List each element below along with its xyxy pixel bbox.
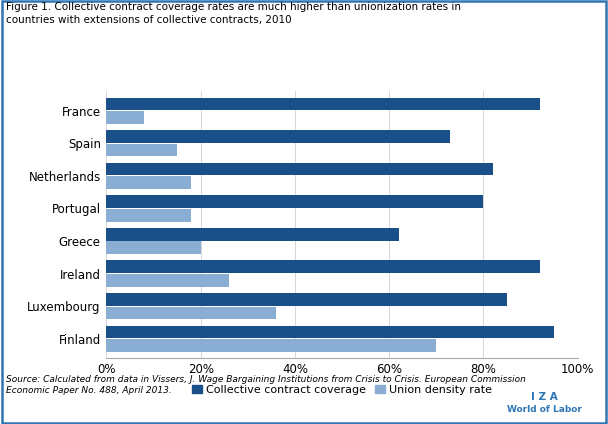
Text: Figure 1. Collective contract coverage rates are much higher than unionization r: Figure 1. Collective contract coverage r…	[6, 2, 461, 12]
Text: I Z A: I Z A	[531, 392, 558, 402]
Text: countries with extensions of collective contracts, 2010: countries with extensions of collective …	[6, 15, 292, 25]
Bar	[106, 228, 399, 240]
Bar	[106, 144, 177, 156]
Bar	[106, 326, 554, 338]
Bar	[106, 111, 144, 124]
Bar	[106, 163, 492, 176]
Bar	[106, 209, 191, 222]
Text: World of Labor: World of Labor	[506, 405, 582, 414]
Bar	[106, 195, 483, 208]
Bar	[106, 176, 191, 189]
Bar	[106, 260, 540, 273]
Bar	[106, 130, 451, 143]
Bar	[106, 307, 276, 319]
Bar	[106, 241, 201, 254]
Legend: Collective contract coverage, Union density rate: Collective contract coverage, Union dens…	[187, 381, 497, 399]
Bar	[106, 339, 437, 352]
Text: Source: Calculated from data in Vissers, J. Wage Bargaining Institutions from Cr: Source: Calculated from data in Vissers,…	[6, 375, 526, 395]
Bar	[106, 98, 540, 110]
Bar	[106, 293, 507, 306]
Bar	[106, 274, 229, 287]
